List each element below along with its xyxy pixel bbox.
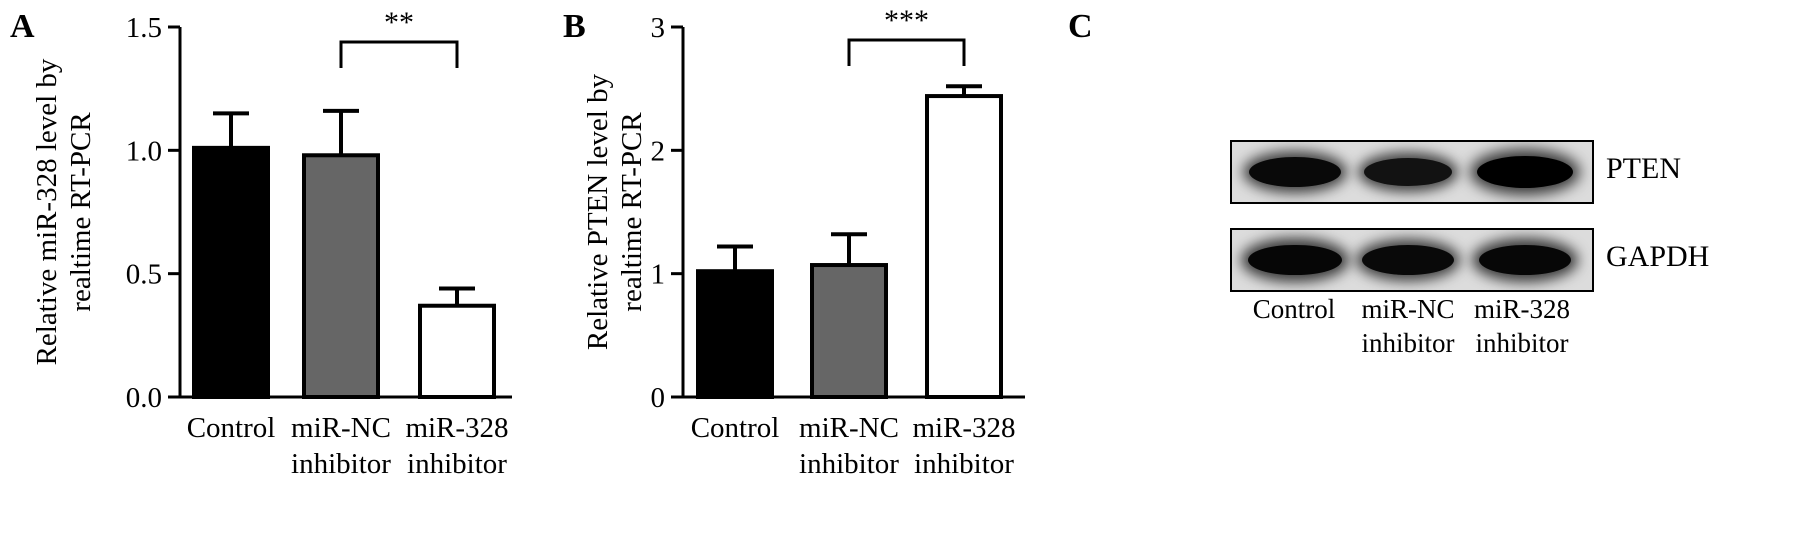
chart-b-ytick-label-0: 0 <box>651 382 666 414</box>
chart-a-bar-1 <box>302 153 380 399</box>
blot-label-pten: PTEN <box>1606 152 1681 185</box>
gapdh-band-control <box>1248 244 1342 276</box>
chart-b-xtick-label-1-0: miR-NC <box>799 412 899 444</box>
lane-label-inhibitor-line2: inhibitor <box>1475 328 1569 358</box>
pten-band-inhibitor <box>1477 156 1573 188</box>
chart-a-xtick-label-2-1: inhibitor <box>407 448 507 480</box>
lane-label-nc-line2: inhibitor <box>1361 328 1455 358</box>
chart-a-ylabel-line-0: Relative miR-328 level by <box>31 58 63 365</box>
lane-label-inhibitor: miR-328 inhibitor <box>1462 292 1582 360</box>
chart-b-significance-label: *** <box>884 4 929 37</box>
chart-b-xtick-label-1-1: inhibitor <box>799 448 899 480</box>
chart-a: 0.0 0.5 1.0 1.5 Relative miR-328 level byrea… <box>31 6 512 480</box>
chart-b-ytick-label-3: 3 <box>651 12 666 44</box>
chart-b-ylabel-line-0: Relative PTEN level by <box>582 73 614 350</box>
blot-row-pten <box>1230 140 1594 204</box>
panel-b-letter: B <box>563 8 586 45</box>
chart-b-ylabel-line-1: realtime RT-PCR <box>616 112 648 312</box>
chart-a-ylabel: Relative miR-328 level byrealtime RT-PCR <box>31 58 97 365</box>
chart-a-ytick-label-0: 0.0 <box>126 382 162 414</box>
lane-label-control: Control <box>1234 292 1354 326</box>
chart-a-xtick-label-2-0: miR-328 <box>405 412 508 444</box>
chart-b-xtick-label-2-0: miR-328 <box>912 412 1015 444</box>
lane-label-nc: miR-NC inhibitor <box>1348 292 1468 360</box>
chart-a-bar-0 <box>192 145 270 399</box>
chart-b-xtick-label-2-1: inhibitor <box>914 448 1014 480</box>
blot-row-gapdh <box>1230 228 1594 292</box>
pten-band-control <box>1248 156 1342 188</box>
chart-a-ytick-label-2: 1.0 <box>126 135 162 167</box>
blot-label-gapdh: GAPDH <box>1606 240 1710 273</box>
chart-b-bar-0 <box>696 269 774 400</box>
panel-c-letter: C <box>1068 8 1093 45</box>
panel-a-letter: A <box>10 8 35 45</box>
lane-label-nc-line1: miR-NC <box>1361 294 1455 324</box>
chart-a-xtick-label-1-1: inhibitor <box>291 448 391 480</box>
chart-a-xtick-label-1-0: miR-NC <box>291 412 391 444</box>
chart-a-ylabel-line-1: realtime RT-PCR <box>65 112 97 312</box>
chart-a-significance-label: ** <box>384 6 414 39</box>
chart-a-bar-2 <box>418 303 496 400</box>
chart-a-significance-bracket <box>339 40 459 68</box>
chart-a-ytick-label-1: 0.5 <box>126 259 162 291</box>
pten-band-nc <box>1363 157 1453 187</box>
lane-label-inhibitor-line1: miR-328 <box>1473 294 1570 324</box>
chart-b-ytick-label-1: 1 <box>651 259 666 291</box>
chart-a-xtick-label-0-0: Control <box>187 412 276 444</box>
gapdh-band-nc <box>1361 244 1455 276</box>
gapdh-band-inhibitor <box>1478 244 1572 276</box>
chart-b-ylabel: Relative PTEN level byrealtime RT-PCR <box>582 73 648 350</box>
chart-b-bar-1 <box>810 263 888 399</box>
chart-b-significance-bracket <box>847 38 966 66</box>
chart-b-ytick-label-2: 2 <box>651 135 666 167</box>
chart-b-xtick-label-0-0: Control <box>691 412 780 444</box>
western-blot: PTEN GAPDH Control miR-NC inhibitor miR-… <box>1230 140 1790 440</box>
chart-a-ytick-label-3: 1.5 <box>126 12 162 44</box>
chart-b-bar-2 <box>925 94 1003 399</box>
lane-label-control-line1: Control <box>1252 294 1336 324</box>
